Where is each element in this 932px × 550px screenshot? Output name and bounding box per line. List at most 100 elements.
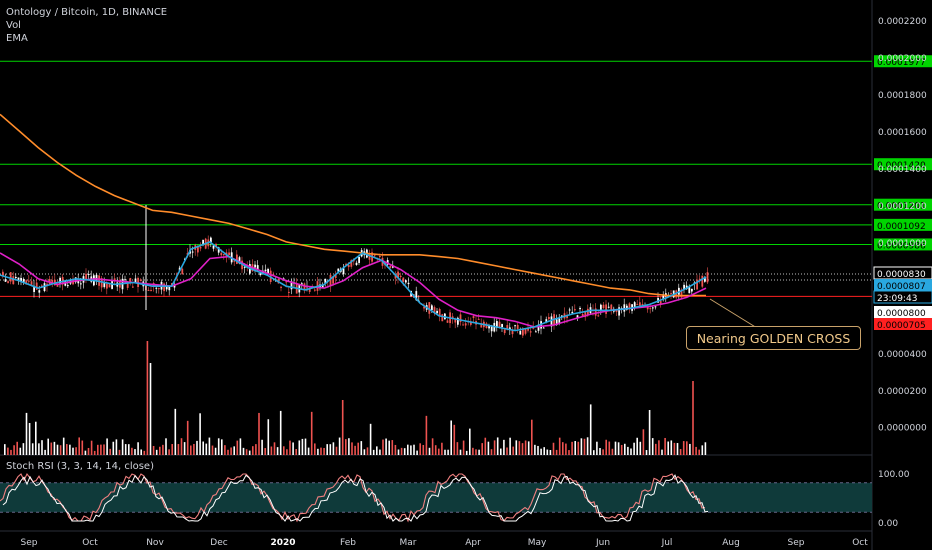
candle-body: [100, 278, 103, 288]
price-tick: 0.0000000: [878, 424, 927, 434]
candle-body: [321, 284, 324, 288]
candle-body: [303, 283, 306, 291]
candle-body: [17, 277, 20, 281]
price-tick: 0.0001000: [878, 239, 927, 249]
volume-bar: [221, 439, 223, 455]
candle-body: [433, 307, 436, 314]
volume-bar: [214, 447, 217, 455]
volume-bar: [469, 428, 471, 455]
volume-bar: [227, 449, 229, 455]
time-tick: Nov: [146, 538, 164, 548]
time-tick: Oct: [852, 538, 868, 548]
candle-body: [602, 304, 605, 309]
symbol-title[interactable]: Ontology / Bitcoin, 1D, BINANCE: [6, 7, 168, 18]
time-axis[interactable]: Sep Oct Nov Dec 2020 Feb Mar Apr May Jun Jul Aug Sep…: [21, 538, 869, 548]
candle-body: [220, 252, 223, 256]
vol-label[interactable]: Vol: [6, 20, 21, 31]
level-tag: [874, 158, 932, 171]
volume-bar: [38, 443, 40, 455]
volume-bar: [165, 438, 167, 455]
volume-bar: [537, 445, 539, 455]
candle-body: [607, 306, 610, 308]
candle-body: [683, 284, 685, 290]
volume-bar: [496, 437, 499, 455]
candle-body: [280, 286, 282, 288]
price-axis[interactable]: 0.0002200 0.0002000 0.0001800 0.0001600 0.00…: [873, 17, 932, 529]
candle-body: [514, 325, 516, 327]
price-tag: [873, 290, 932, 304]
volume-bar: [143, 450, 146, 455]
volume-bar: [307, 447, 310, 455]
candle-body: [431, 305, 433, 311]
candle-body: [501, 324, 503, 328]
volume-bar: [134, 449, 136, 455]
stoch-rsi-title[interactable]: Stoch RSI (3, 3, 14, 14, close): [6, 461, 154, 472]
volume-bar: [205, 443, 208, 455]
volume-bar: [351, 442, 353, 455]
candle-body: [542, 327, 545, 329]
candle-body: [386, 260, 389, 265]
volume-bar: [202, 441, 204, 455]
volume-bar: [177, 444, 180, 455]
volume-bar: [255, 444, 257, 455]
volume-bar: [180, 438, 183, 455]
volume-bar: [503, 439, 505, 455]
volume-bar: [500, 448, 502, 455]
candle-body: [233, 260, 236, 262]
volume-bar: [645, 450, 648, 455]
candle-body: [139, 279, 142, 282]
price-tick: 0.0001800: [878, 91, 927, 101]
volume-bar: [283, 446, 285, 455]
candle-body: [288, 291, 290, 293]
candle-body: [4, 279, 7, 282]
ema-line-blue: [0, 240, 707, 332]
volume-bar: [196, 440, 198, 455]
volume-bar: [149, 363, 152, 455]
candle-body: [314, 289, 316, 291]
golden-cross-callout[interactable]: Nearing GOLDEN CROSS: [686, 326, 861, 350]
volume-bar: [462, 440, 465, 455]
candle-body: [158, 288, 160, 290]
candle-body: [56, 284, 59, 287]
volume-bar: [552, 442, 555, 455]
candle-body: [537, 324, 540, 331]
volume-bar: [593, 450, 595, 455]
candle-body: [9, 272, 12, 282]
candle-body: [22, 278, 25, 283]
volume-bar: [376, 446, 378, 455]
candle-body: [696, 279, 698, 290]
volume-bar: [410, 445, 412, 455]
candle-body: [701, 275, 704, 287]
volume-bar: [596, 441, 598, 455]
horizontal-levels[interactable]: 0.0001977 0.0001420 0.0001201 0.0001092 0.00…: [0, 55, 932, 303]
volume-bar: [627, 446, 629, 455]
candle-body: [641, 303, 644, 305]
volume-bar: [261, 439, 263, 455]
volume-bar: [509, 437, 511, 455]
price-tag: [874, 306, 932, 318]
ema-label[interactable]: EMA: [6, 33, 28, 44]
candle-body: [334, 273, 337, 278]
candle-body: [654, 306, 657, 308]
rsi-tick: 100.00: [878, 470, 910, 480]
candle-body: [581, 314, 584, 317]
candle-body: [548, 316, 550, 320]
level-label: 0.0001420: [877, 161, 926, 171]
candle-body: [462, 324, 464, 326]
candle-body: [706, 272, 709, 283]
volume-bar: [128, 444, 130, 455]
volume-bar: [599, 448, 601, 455]
candle-body: [236, 254, 238, 264]
volume-bar: [279, 410, 282, 455]
candle-body: [566, 315, 568, 319]
volume-bar: [388, 440, 390, 455]
ema-lines: [0, 113, 707, 332]
time-tick: Sep: [788, 538, 805, 548]
volume-bar: [338, 437, 341, 455]
volume-bar: [481, 443, 483, 455]
volume-bar: [453, 424, 456, 455]
volume-bar: [124, 444, 127, 455]
candle-body: [691, 288, 693, 292]
time-tick: Apr: [465, 538, 481, 548]
